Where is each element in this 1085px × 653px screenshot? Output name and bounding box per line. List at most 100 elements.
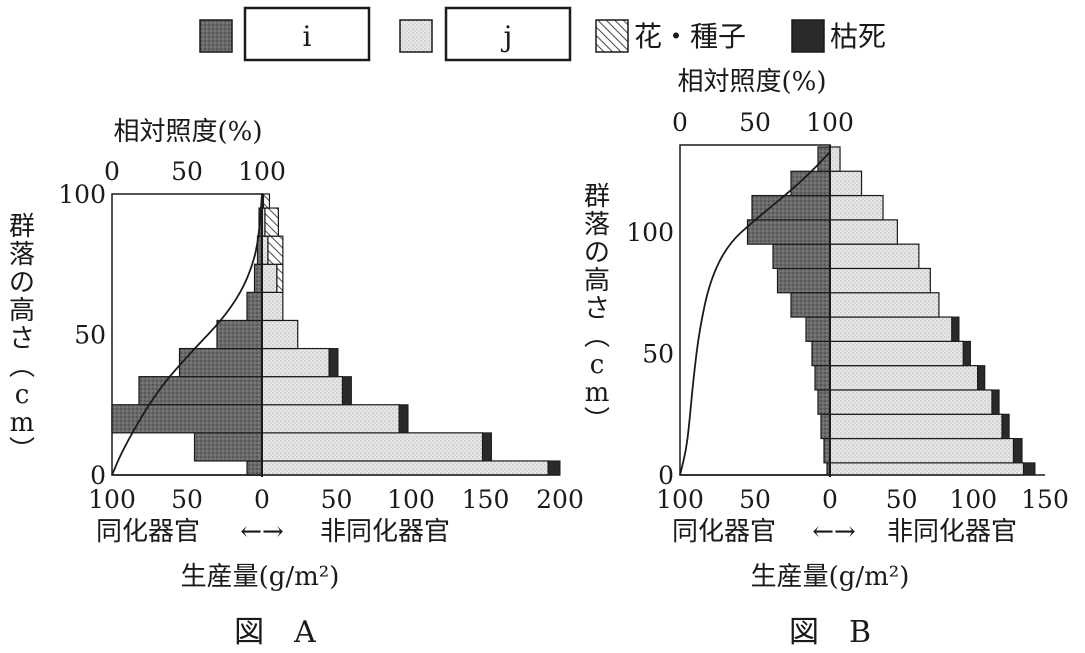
- figure-b-dir-right: 非同化器官: [887, 517, 1017, 547]
- bar-nonassimilation: [829, 267, 931, 294]
- figure-a-x-axis-title: 生産量(g/m²): [181, 562, 340, 592]
- bar-dead: [398, 404, 409, 434]
- bar-assimilation: [805, 316, 831, 342]
- figure-a-plot: 0 50 100 100 50 0 50 100 150 200 0 50 100: [58, 157, 584, 514]
- y-axis-title-char: の: [9, 268, 35, 298]
- y-axis-title-char: さ: [584, 294, 610, 324]
- bar-assimilation: [253, 263, 263, 293]
- legend-label-flower: 花・種子: [634, 20, 746, 53]
- bar-nonassimilation: [829, 146, 841, 172]
- x-tick-label-right: 50: [321, 485, 353, 514]
- bar-assimilation: [772, 243, 831, 270]
- bar-nonassimilation: [829, 292, 940, 318]
- bar-assimilation: [751, 194, 831, 221]
- y-axis-title-char: ︵: [584, 322, 610, 352]
- y-tick-label: 50: [74, 321, 106, 350]
- bar-nonassimilation: [829, 194, 884, 221]
- y-tick-label: 50: [642, 340, 674, 369]
- bar-assimilation: [746, 219, 831, 245]
- bar-nonassimilation: [829, 340, 964, 367]
- bar-assimilation: [776, 267, 831, 294]
- figure-b: 相対照度(%) 同化器官 ←→ 非同化器官 生産量(g/m²) 図 B 群落の高…: [584, 67, 1069, 650]
- bar-flower: [264, 207, 279, 237]
- bar-dead: [991, 389, 1000, 415]
- x-tick-label-right: 50: [886, 485, 918, 514]
- bar-nonassimilation: [261, 319, 299, 350]
- figure-b-x-axis-title: 生産量(g/m²): [751, 562, 910, 592]
- y-tick-label: 100: [626, 218, 674, 247]
- bar-assimilation: [811, 340, 831, 367]
- figure-b-dir-left: 同化器官: [672, 517, 776, 547]
- bar-dead: [341, 376, 352, 406]
- legend-label-dead: 枯死: [830, 20, 886, 53]
- bar-assimilation: [193, 432, 263, 462]
- y-axis-title-char: 落: [584, 210, 610, 240]
- legend-swatch-assimilation: [199, 19, 233, 53]
- x-tick-label-left: 50: [739, 485, 771, 514]
- bar-dead: [482, 432, 492, 462]
- x-tick-label-right: 100: [387, 485, 435, 514]
- bar-dead: [977, 365, 986, 391]
- bar-dead: [1001, 413, 1010, 440]
- figure-a-caption: 図 A: [234, 615, 316, 650]
- bar-flower: [267, 235, 284, 265]
- x-tick-label-right: 200: [536, 485, 584, 514]
- bar-dead: [1012, 438, 1023, 464]
- y-tick-label: 100: [58, 180, 106, 209]
- top-tick-label: 50: [171, 157, 203, 186]
- bar-assimilation: [138, 376, 263, 406]
- bar-nonassimilation: [829, 413, 1003, 440]
- bar-dead: [962, 340, 971, 367]
- y-axis-title-char: ︵: [9, 352, 35, 382]
- y-axis-title-char: 群: [9, 212, 35, 242]
- bar-nonassimilation: [261, 291, 284, 322]
- y-axis-title-char: 高: [9, 296, 35, 326]
- figure-a-top-axis-title: 相対照度(%): [114, 117, 263, 147]
- legend-item-nonassimilation: j: [399, 6, 572, 62]
- bar-assimilation: [246, 291, 263, 322]
- y-axis-title-char: m: [585, 378, 610, 408]
- y-axis-title-char: さ: [9, 324, 35, 354]
- bar-assimilation: [790, 170, 831, 197]
- legend-box-j: [444, 6, 572, 62]
- bar-dead: [1023, 462, 1036, 476]
- bar-assimilation: [246, 460, 263, 476]
- bar-nonassimilation: [261, 376, 344, 406]
- top-tick-label: 0: [104, 157, 120, 186]
- y-axis-title-char: 落: [9, 240, 35, 270]
- bar-nonassimilation: [261, 347, 330, 378]
- x-tick-label-left: 100: [88, 485, 136, 514]
- legend-item-flower: 花・種子: [595, 19, 746, 53]
- bar-assimilation: [790, 292, 831, 318]
- legend-item-assimilation: i: [199, 6, 371, 62]
- bar-nonassimilation: [829, 389, 993, 415]
- y-axis-title-char: ︶: [9, 436, 35, 466]
- bar-nonassimilation: [261, 432, 484, 462]
- y-axis-title-char: m: [10, 408, 35, 438]
- bar-nonassimilation: [829, 243, 920, 270]
- x-tick-label-left: 50: [171, 485, 203, 514]
- y-axis-title-char: 高: [584, 266, 610, 296]
- legend: i j 花・種子 枯死: [199, 6, 886, 62]
- bar-nonassimilation: [829, 437, 1015, 464]
- legend-item-dead: 枯死: [791, 19, 886, 53]
- bar-nonassimilation: [829, 219, 898, 245]
- bar-nonassimilation: [261, 460, 549, 476]
- y-tick-label: 0: [90, 461, 106, 490]
- y-axis-title-char: c: [590, 350, 605, 380]
- x-tick-label-left: 0: [822, 485, 838, 514]
- bar-nonassimilation: [829, 316, 953, 342]
- x-tick-label-right: 100: [949, 485, 997, 514]
- legend-swatch-nonassimilation: [399, 19, 433, 53]
- legend-label-j: j: [501, 20, 513, 53]
- top-tick-label: 100: [806, 108, 854, 137]
- bar-dead: [547, 460, 561, 476]
- figure-a-dir-right: 非同化器官: [320, 517, 450, 547]
- bar-nonassimilation: [829, 462, 1025, 476]
- figure-b-top-axis-title: 相対照度(%): [678, 67, 827, 97]
- y-axis-title-char: c: [15, 380, 30, 410]
- bar-nonassimilation: [261, 404, 400, 434]
